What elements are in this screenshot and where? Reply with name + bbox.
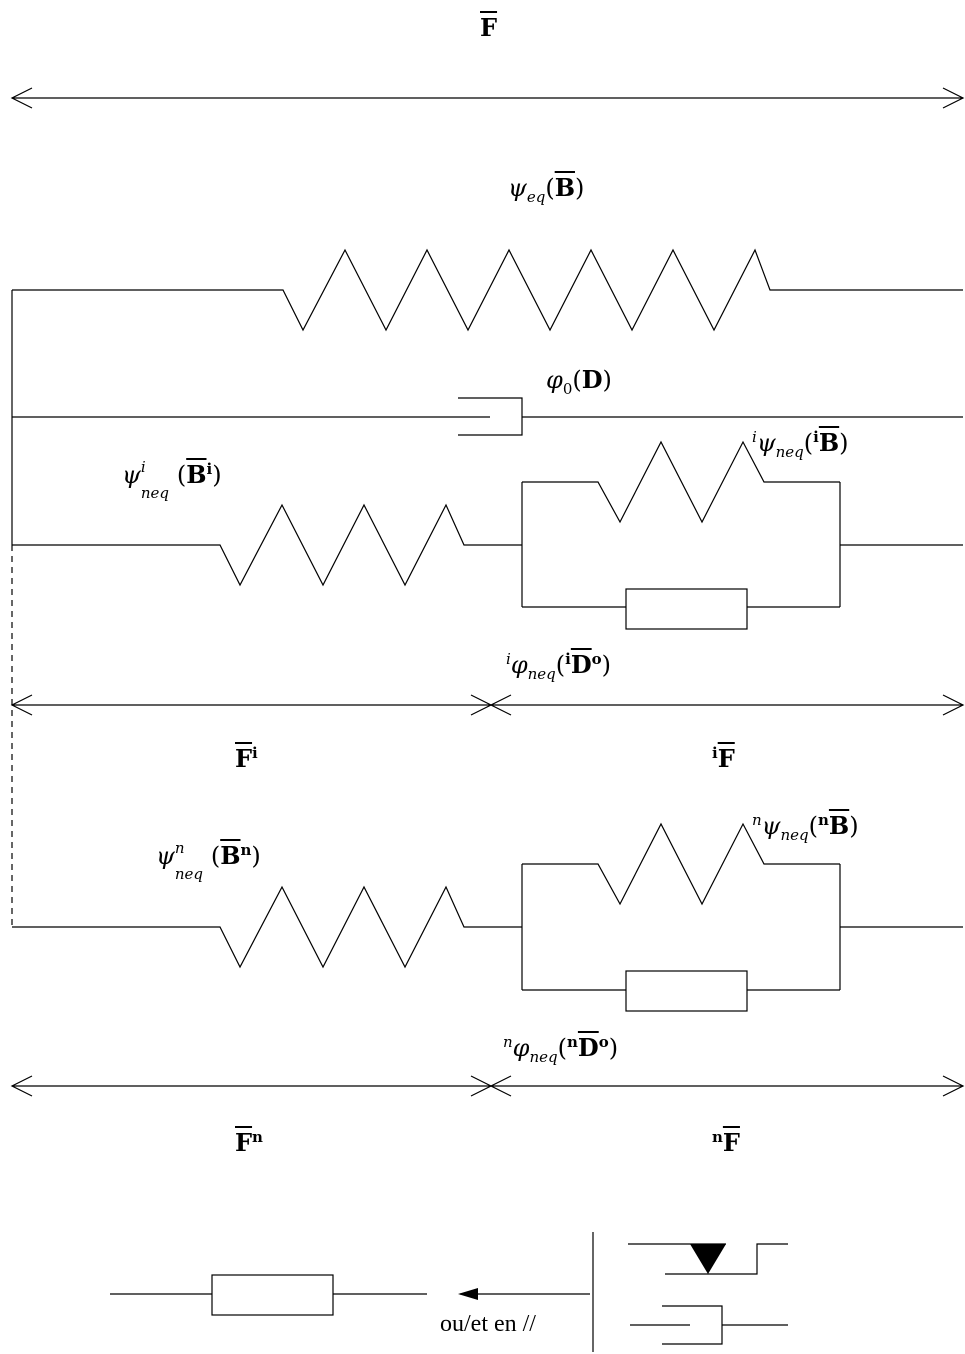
branch-i-arrows	[10, 694, 965, 716]
label-i-phi-neq: iφneq(iDo)	[506, 650, 612, 683]
branch-n-parallel-spring	[522, 822, 840, 906]
branch-n-arrows	[10, 1075, 965, 1097]
total-deformation-arrow	[10, 87, 965, 109]
label-i-F: iF	[712, 744, 735, 773]
label-psi-neq-i: ψ i neq (Bi)	[122, 458, 222, 502]
label-n-phi-neq: nφneq(nDo)	[503, 1033, 619, 1066]
label-psi-neq-n: ψ n neq (Bn)	[156, 839, 261, 883]
branch-i	[12, 440, 963, 630]
legend-caption: ou/et en //	[440, 1311, 536, 1337]
equilibrium-spring	[12, 248, 963, 332]
legend-arrowhead	[458, 1288, 478, 1300]
label-F-i: Fi	[235, 744, 258, 773]
legend	[110, 1232, 788, 1352]
label-n-psi-neq: nψneq(nB)	[752, 811, 859, 844]
branch-n	[12, 822, 963, 1012]
branch-n-viscous-element	[625, 970, 748, 1012]
label-F-n: Fn	[235, 1128, 263, 1157]
label-n-F: nF	[712, 1128, 740, 1157]
branch-i-series-spring	[12, 503, 522, 587]
branch-i-viscous-element	[625, 588, 748, 630]
legend-dashpot	[630, 1305, 788, 1345]
label-psi-eq: ψeq(B)	[508, 173, 585, 206]
viscous-dashpot	[12, 397, 963, 436]
label-phi-0: φ0(D)	[546, 365, 612, 398]
legend-slider-triangle	[690, 1244, 726, 1274]
branch-n-series-spring	[12, 885, 522, 969]
label-i-psi-neq: iψneq(iB)	[752, 428, 849, 461]
legend-viscous-element	[211, 1274, 334, 1316]
branch-i-parallel-spring	[522, 440, 840, 524]
label-total-deformation: F	[480, 13, 498, 42]
